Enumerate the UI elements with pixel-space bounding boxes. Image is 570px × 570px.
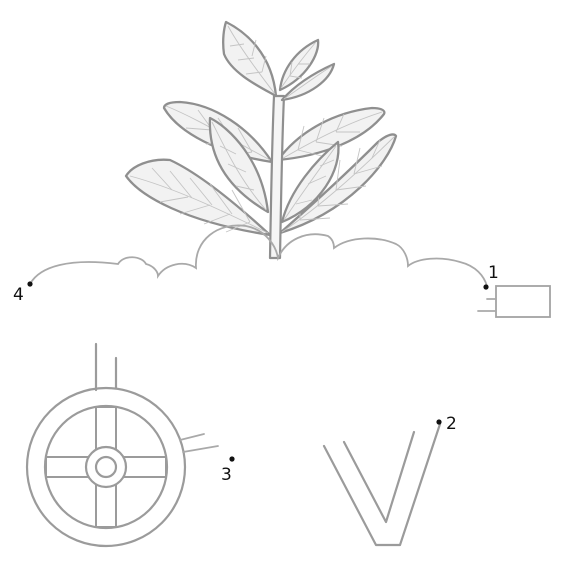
callout-3-dot bbox=[229, 456, 235, 462]
rectangular-block bbox=[477, 285, 551, 318]
leaf-top-left bbox=[222, 20, 278, 98]
leaf-back-right bbox=[280, 140, 340, 224]
plant bbox=[124, 20, 398, 260]
callout-4-dot bbox=[27, 281, 33, 287]
leaf-left-large bbox=[124, 158, 272, 237]
callout-2: 2 bbox=[436, 414, 457, 434]
callout-4-label: 4 bbox=[13, 285, 24, 305]
callout-1-dot bbox=[483, 284, 489, 290]
leaf-top-right bbox=[278, 38, 320, 92]
soil-mound bbox=[29, 224, 488, 287]
v-shaped-part bbox=[322, 422, 442, 547]
leaf-top-right-small bbox=[280, 62, 336, 102]
plant-stem bbox=[268, 94, 286, 260]
leaf-right-large bbox=[278, 133, 398, 235]
callout-1-label: 1 bbox=[488, 263, 499, 283]
callout-2-label: 2 bbox=[446, 414, 457, 434]
callout-2-dot bbox=[436, 419, 442, 425]
callout-3: 3 bbox=[221, 456, 235, 485]
callout-4: 4 bbox=[13, 281, 33, 305]
wheel bbox=[25, 342, 219, 548]
leaf-back-left bbox=[208, 116, 270, 214]
callout-1: 1 bbox=[483, 263, 499, 290]
callout-3-label: 3 bbox=[221, 465, 232, 485]
